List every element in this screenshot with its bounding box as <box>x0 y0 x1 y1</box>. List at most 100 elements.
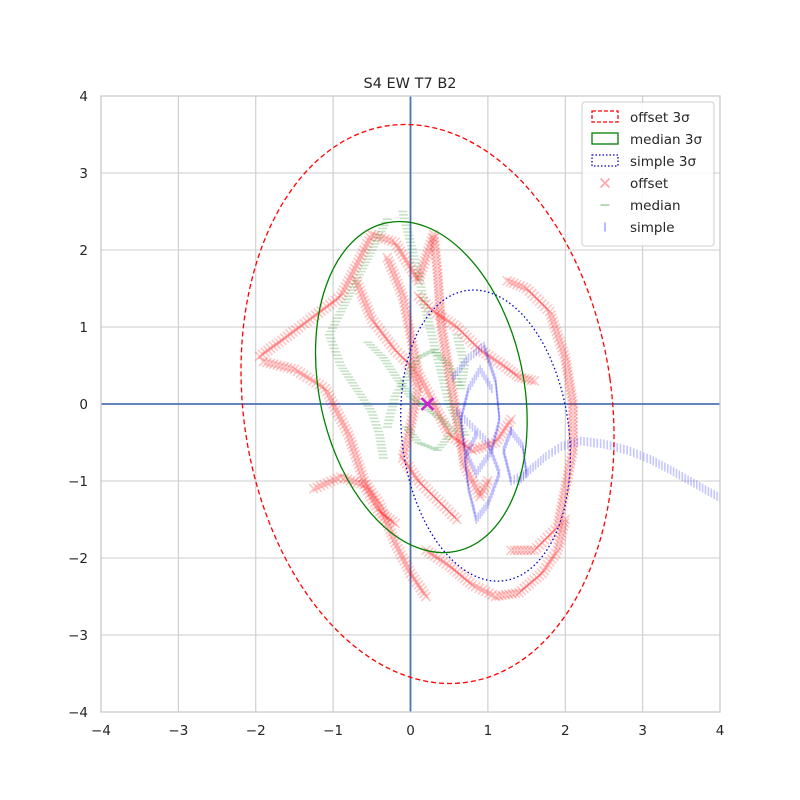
offset-point <box>337 288 348 299</box>
offset-point-stroke <box>389 237 401 248</box>
offset-point <box>536 298 548 309</box>
offset-point <box>420 252 432 263</box>
offset-point <box>435 554 446 565</box>
offset-point-stroke <box>438 331 449 342</box>
offset-point <box>565 459 576 470</box>
offset-point-stroke <box>529 291 540 302</box>
offset-point-stroke <box>462 332 473 343</box>
offset-point-stroke <box>567 423 579 434</box>
offset-point <box>455 434 466 445</box>
offset-point-stroke <box>328 398 339 410</box>
offset-point-stroke <box>403 428 414 440</box>
offset-point-stroke <box>412 364 423 375</box>
offset-point-stroke <box>446 318 457 329</box>
offset-point-stroke <box>437 312 448 323</box>
offset-point <box>464 443 475 454</box>
legend-label: offset 3σ <box>630 110 690 126</box>
offset-point-stroke <box>345 272 356 283</box>
offset-point-stroke <box>546 313 558 324</box>
offset-point-stroke <box>397 249 408 260</box>
offset-point-stroke <box>567 423 579 434</box>
offset-point-stroke <box>438 501 450 512</box>
offset-point-stroke <box>339 473 350 484</box>
offset-point <box>368 317 379 328</box>
offset-point <box>328 398 339 410</box>
offset-point <box>428 233 440 244</box>
offset-point-stroke <box>400 305 411 316</box>
offset-point-stroke <box>544 306 555 317</box>
offset-point-stroke <box>478 485 489 496</box>
offset-point-stroke <box>509 545 520 556</box>
offset-point <box>383 255 394 266</box>
offset-point-stroke <box>345 475 356 486</box>
offset-point-stroke <box>307 375 319 386</box>
offset-point <box>335 414 346 425</box>
offset-point-stroke <box>416 374 427 385</box>
offset-point <box>341 426 353 437</box>
offset-point-stroke <box>456 444 467 455</box>
offset-point <box>343 275 354 286</box>
offset-point-stroke <box>409 574 420 585</box>
offset-point <box>432 274 444 285</box>
offset-point-stroke <box>552 545 563 556</box>
offset-point-stroke <box>285 363 297 374</box>
offset-point-stroke <box>404 322 415 333</box>
offset-point-stroke <box>398 252 410 263</box>
offset-point-stroke <box>392 347 403 358</box>
offset-point <box>411 361 422 372</box>
offset-point-stroke <box>487 589 498 600</box>
offset-point-stroke <box>455 434 466 445</box>
offset-point-stroke <box>511 370 522 381</box>
offset-point-stroke <box>434 301 446 312</box>
offset-point-stroke <box>405 329 416 340</box>
offset-point <box>347 442 359 454</box>
plot-frame <box>100 95 721 713</box>
offset-point-stroke <box>430 250 441 261</box>
series-median <box>324 210 470 459</box>
offset-point <box>492 434 503 445</box>
offset-point-stroke <box>562 473 573 484</box>
offset-point-stroke <box>519 373 531 384</box>
offset-point-stroke <box>431 257 442 268</box>
offset-point-stroke <box>402 257 413 269</box>
offset-point <box>410 376 422 388</box>
offset-point-stroke <box>375 502 386 513</box>
offset-point-stroke <box>455 434 466 445</box>
offset-point <box>542 559 553 570</box>
offset-point-stroke <box>552 522 563 533</box>
offset-point <box>411 473 422 484</box>
offset-point <box>469 339 481 351</box>
legend-label: simple <box>630 220 675 236</box>
offset-point <box>338 284 350 296</box>
offset-point-stroke <box>521 283 532 294</box>
offset-point-stroke <box>435 311 446 322</box>
offset-point <box>332 473 343 484</box>
offset-point-stroke <box>565 459 576 470</box>
offset-point-stroke <box>279 333 290 344</box>
offset-point-stroke <box>332 293 344 304</box>
offset-point-stroke <box>473 442 485 454</box>
offset-point-stroke <box>360 241 371 252</box>
offset-point-stroke <box>287 326 299 337</box>
offset-point-stroke <box>399 445 410 457</box>
offset-point-stroke <box>361 301 372 312</box>
offset-point-stroke <box>324 299 335 310</box>
offset-point-stroke <box>522 545 533 556</box>
offset-point-stroke <box>437 328 448 339</box>
offset-point-stroke <box>349 446 360 457</box>
y-tick-label: −3 <box>68 628 88 644</box>
offset-point <box>424 242 435 253</box>
offset-point-stroke <box>324 392 336 403</box>
offset-point-stroke <box>417 262 428 273</box>
offset-point-stroke <box>409 269 420 280</box>
offset-point-stroke <box>434 294 445 306</box>
ellipse-offset <box>240 123 615 685</box>
offset-point-stroke <box>307 312 318 323</box>
offset-point <box>472 342 483 353</box>
offset-point-stroke <box>564 379 575 390</box>
offset-point-stroke <box>377 328 388 339</box>
offset-point-stroke <box>350 449 361 460</box>
offset-point-stroke <box>409 373 420 384</box>
offset-point-stroke <box>560 352 571 363</box>
